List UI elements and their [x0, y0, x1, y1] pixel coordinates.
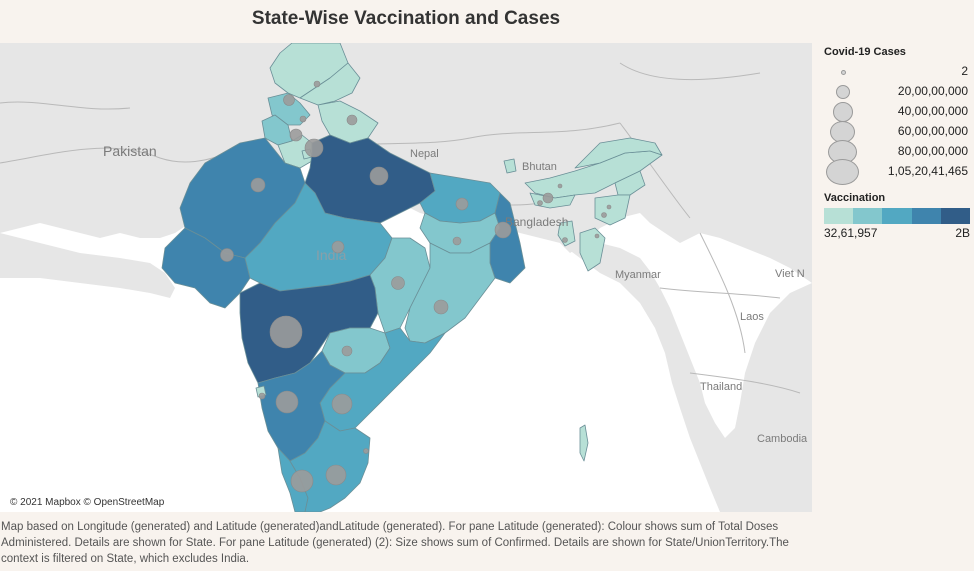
ramp-step — [940, 208, 971, 224]
case-bubbles[interactable] — [220, 80, 612, 493]
size-swatch — [826, 159, 859, 185]
state-odisha[interactable] — [404, 242, 496, 344]
bubble-nagaland[interactable] — [606, 204, 612, 210]
cases-legend-row: 2 — [824, 62, 970, 82]
place-label-nepal: Nepal — [410, 148, 439, 160]
state-karnataka[interactable] — [257, 350, 346, 462]
place-label-thailand: Thailand — [700, 381, 742, 393]
state-andaman-nicobar[interactable] — [579, 424, 589, 462]
cases-legend-row: 1,05,20,41,465 — [824, 159, 970, 185]
bubble-manipur[interactable] — [601, 212, 607, 218]
bubble-jammu-kashmir[interactable] — [313, 80, 321, 88]
vaccination-legend-title: Vaccination — [824, 192, 886, 204]
chart-title: State-Wise Vaccination and Cases — [251, 8, 561, 29]
map-caption: Map based on Longitude (generated) and L… — [1, 521, 789, 565]
ramp-step — [911, 208, 941, 224]
size-swatch — [841, 70, 846, 75]
size-label: 1,05,20,41,465 — [887, 164, 968, 178]
size-label: 60,00,00,000 — [897, 124, 968, 138]
bubble-odisha[interactable] — [433, 299, 449, 315]
bubble-goa[interactable] — [258, 392, 266, 400]
ramp-step — [853, 208, 883, 224]
bubble-tripura[interactable] — [562, 237, 568, 243]
bubble-mizoram[interactable] — [594, 233, 600, 239]
size-swatch — [836, 85, 850, 99]
bubble-telangana[interactable] — [341, 345, 353, 357]
place-label-bhutan: Bhutan — [522, 161, 557, 173]
bubble-arunachal-pradesh[interactable] — [557, 183, 563, 189]
ramp-step — [882, 208, 912, 224]
size-label: 20,00,00,000 — [897, 84, 968, 98]
vaccination-ramp-labels: 32,61,957 2B — [824, 226, 970, 240]
place-label-pakistan: Pakistan — [103, 143, 157, 159]
vaccination-color-ramp — [824, 208, 971, 224]
map-pane[interactable]: Pakistan Nepal Bhutan Bangladesh India M… — [0, 43, 812, 512]
place-label-cambodia: Cambodia — [757, 433, 808, 445]
bubble-rajasthan[interactable] — [250, 177, 266, 193]
bubble-kerala[interactable] — [290, 469, 314, 493]
cases-legend-row: 60,00,00,000 — [824, 121, 970, 143]
map-attribution[interactable]: © 2021 Mapbox © OpenStreetMap — [8, 497, 167, 508]
cases-legend-title: Covid-19 Cases — [824, 46, 906, 58]
bubble-andhra-pradesh[interactable] — [331, 393, 353, 415]
bubble-meghalaya[interactable] — [537, 200, 543, 206]
place-label-bangladesh: Bangladesh — [505, 215, 568, 229]
state-mizoram[interactable] — [579, 227, 606, 272]
cases-legend-row: 40,00,00,000 — [824, 102, 970, 122]
bubble-uttarakhand[interactable] — [346, 114, 358, 126]
state-arunachal-pradesh[interactable] — [574, 137, 663, 169]
state-sikkim[interactable] — [503, 158, 517, 174]
size-swatch — [833, 102, 853, 122]
bubble-karnataka[interactable] — [275, 390, 299, 414]
bubble-west-bengal[interactable] — [494, 221, 512, 239]
vaccination-min-label: 32,61,957 — [824, 226, 878, 240]
bubble-haryana[interactable] — [289, 128, 303, 142]
bubble-bihar[interactable] — [455, 197, 469, 211]
land-southeast-asia — [560, 241, 812, 512]
cases-legend: 2 20,00,00,000 40,00,00,000 60,00,00,000… — [824, 62, 970, 185]
bubble-assam[interactable] — [542, 192, 554, 204]
bubble-jharkhand[interactable] — [452, 236, 462, 246]
bubble-maharashtra[interactable] — [269, 315, 303, 349]
size-label: 40,00,00,000 — [897, 104, 968, 118]
bubble-gujarat[interactable] — [220, 248, 234, 262]
place-labels: Pakistan Nepal Bhutan Bangladesh India M… — [103, 143, 808, 445]
size-label: 2 — [961, 64, 968, 78]
size-label: 80,00,00,000 — [897, 144, 968, 158]
legend: Covid-19 Cases 2 20,00,00,000 40,00,00,0… — [824, 46, 971, 240]
states-layer[interactable] — [161, 43, 663, 512]
vaccination-max-label: 2B — [955, 226, 970, 240]
cases-legend-row: 20,00,00,000 — [824, 82, 970, 102]
land-west — [0, 233, 175, 298]
place-label-laos: Laos — [740, 311, 764, 323]
ramp-step — [824, 208, 854, 224]
state-nagaland[interactable] — [614, 170, 646, 196]
bubble-himachal-pradesh[interactable] — [299, 115, 307, 123]
basemap-borders — [0, 62, 801, 394]
bubble-punjab[interactable] — [283, 94, 295, 106]
bubble-delhi[interactable] — [304, 138, 324, 158]
place-label-vietnam: Viet N — [775, 268, 805, 280]
bubble-chhattisgarh[interactable] — [391, 276, 405, 290]
bubble-madhya-pradesh[interactable] — [331, 240, 345, 254]
place-label-myanmar: Myanmar — [615, 269, 661, 281]
bubble-uttar-pradesh[interactable] — [369, 166, 389, 186]
bubble-tamil-nadu[interactable] — [325, 464, 347, 486]
bubble-puducherry[interactable] — [363, 448, 369, 454]
map-svg[interactable]: Pakistan Nepal Bhutan Bangladesh India M… — [0, 43, 812, 512]
